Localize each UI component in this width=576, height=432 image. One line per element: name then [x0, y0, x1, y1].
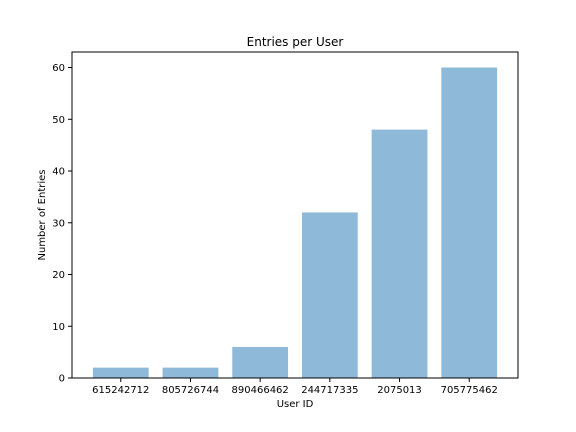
y-tick-label-10: 10 [52, 322, 65, 333]
y-axis-label: Number of Entries [37, 170, 48, 261]
x-axis-label: User ID [277, 399, 314, 410]
y-tick-label-60: 60 [52, 63, 65, 74]
bar-615242712 [92, 367, 149, 378]
x-axis: 615242712 805726744 890466462 244717335 2075… [92, 378, 498, 396]
bar-705775462 [441, 67, 498, 379]
bar-244717335 [301, 212, 358, 378]
x-tick-label-805726744: 805726744 [162, 385, 219, 396]
x-tick-label-244717335: 244717335 [301, 385, 358, 396]
plot-frame [71, 51, 519, 379]
y-axis: 0 10 20 30 40 50 60 [52, 63, 72, 385]
y-tick-label-30: 30 [52, 218, 65, 229]
chart-title: Entries per User [247, 35, 344, 49]
x-tick-label-2075013: 2075013 [377, 385, 422, 396]
y-tick-label-50: 50 [52, 115, 65, 126]
bars-group [92, 67, 498, 379]
x-tick-label-615242712: 615242712 [92, 385, 149, 396]
x-tick-label-890466462: 890466462 [232, 385, 289, 396]
bar-890466462 [232, 346, 289, 378]
y-tick-label-40: 40 [52, 167, 65, 178]
y-tick-label-0: 0 [59, 374, 65, 385]
bar-2075013 [371, 129, 428, 378]
y-tick-label-20: 20 [52, 270, 65, 281]
x-tick-label-705775462: 705775462 [441, 385, 498, 396]
bar-805726744 [162, 367, 219, 378]
